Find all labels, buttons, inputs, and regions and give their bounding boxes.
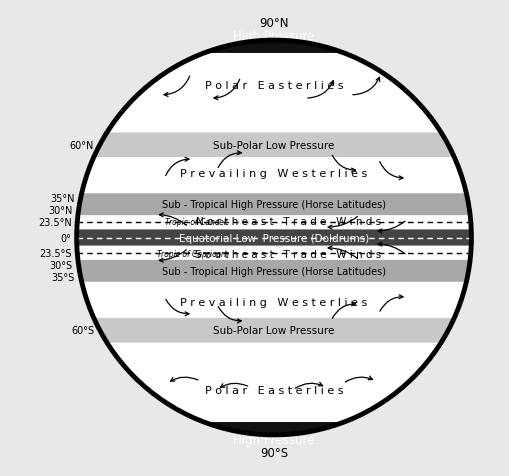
FancyArrowPatch shape [165, 158, 189, 176]
Polygon shape [76, 230, 470, 246]
Text: Sub - Tropical High Pressure (Horse Latitudes): Sub - Tropical High Pressure (Horse Lati… [162, 200, 385, 210]
Text: 60°N: 60°N [70, 140, 94, 150]
Text: Equatorial Low  Pressure (Doldrums): Equatorial Low Pressure (Doldrums) [179, 233, 369, 243]
Polygon shape [78, 194, 469, 216]
FancyArrowPatch shape [345, 377, 372, 382]
FancyArrowPatch shape [165, 300, 189, 316]
FancyArrowPatch shape [164, 77, 189, 97]
Text: P o l a r   E a s t e r l i e s: P o l a r E a s t e r l i e s [205, 81, 343, 91]
FancyArrowPatch shape [377, 222, 404, 233]
Text: 35°N: 35°N [50, 194, 75, 204]
Text: P r e v a i l i n g   W e s t e r l i e s: P r e v a i l i n g W e s t e r l i e s [180, 169, 367, 179]
Text: Tropic of Capricorn: Tropic of Capricorn [157, 249, 229, 258]
FancyArrowPatch shape [159, 213, 186, 226]
Text: N o r t h e a s t   T r a d e   W i n d s: N o r t h e a s t T r a d e W i n d s [195, 217, 380, 227]
FancyArrowPatch shape [332, 302, 355, 318]
Text: 23.5°S: 23.5°S [39, 248, 71, 258]
Polygon shape [94, 318, 454, 343]
FancyArrowPatch shape [170, 377, 197, 381]
FancyArrowPatch shape [327, 247, 357, 259]
Text: Sub-Polar Low Pressure: Sub-Polar Low Pressure [213, 140, 334, 150]
Text: 90°S: 90°S [260, 446, 288, 459]
Ellipse shape [76, 41, 470, 435]
Text: 0°: 0° [60, 233, 71, 243]
Text: Sub-Polar Low Pressure: Sub-Polar Low Pressure [213, 326, 334, 336]
FancyArrowPatch shape [220, 384, 247, 387]
FancyArrowPatch shape [159, 250, 186, 263]
Text: P o l a r   E a s t e r l i e s: P o l a r E a s t e r l i e s [205, 385, 343, 395]
Text: 35°S: 35°S [51, 272, 75, 282]
FancyArrowPatch shape [379, 295, 402, 311]
FancyArrowPatch shape [377, 243, 404, 254]
FancyArrowPatch shape [327, 217, 357, 229]
FancyArrowPatch shape [214, 80, 239, 100]
FancyArrowPatch shape [295, 383, 322, 388]
Text: 23.5°N: 23.5°N [38, 218, 71, 228]
FancyArrowPatch shape [352, 78, 379, 96]
Text: Sub - Tropical High Pressure (Horse Latitudes): Sub - Tropical High Pressure (Horse Lati… [162, 266, 385, 276]
FancyArrowPatch shape [379, 162, 402, 180]
Polygon shape [78, 260, 469, 282]
FancyArrowPatch shape [218, 307, 241, 323]
Polygon shape [94, 133, 454, 158]
Text: High Pressure: High Pressure [233, 30, 314, 43]
FancyArrowPatch shape [332, 156, 355, 173]
FancyArrowPatch shape [307, 81, 333, 99]
FancyArrowPatch shape [218, 151, 241, 168]
Text: 30°S: 30°S [50, 260, 73, 270]
Text: 90°N: 90°N [259, 17, 288, 30]
Text: P r e v a i l i n g   W e s t e r l i e s: P r e v a i l i n g W e s t e r l i e s [180, 297, 367, 307]
Text: 30°N: 30°N [48, 206, 73, 216]
Text: S o u t h e a s t   T r a d e   W i n d s: S o u t h e a s t T r a d e W i n d s [195, 249, 381, 259]
Text: 60°S: 60°S [71, 326, 94, 336]
Text: Tropic of Cancer: Tropic of Cancer [164, 218, 226, 227]
Polygon shape [204, 422, 344, 435]
Polygon shape [204, 41, 344, 54]
Text: High Pressure: High Pressure [233, 433, 314, 446]
